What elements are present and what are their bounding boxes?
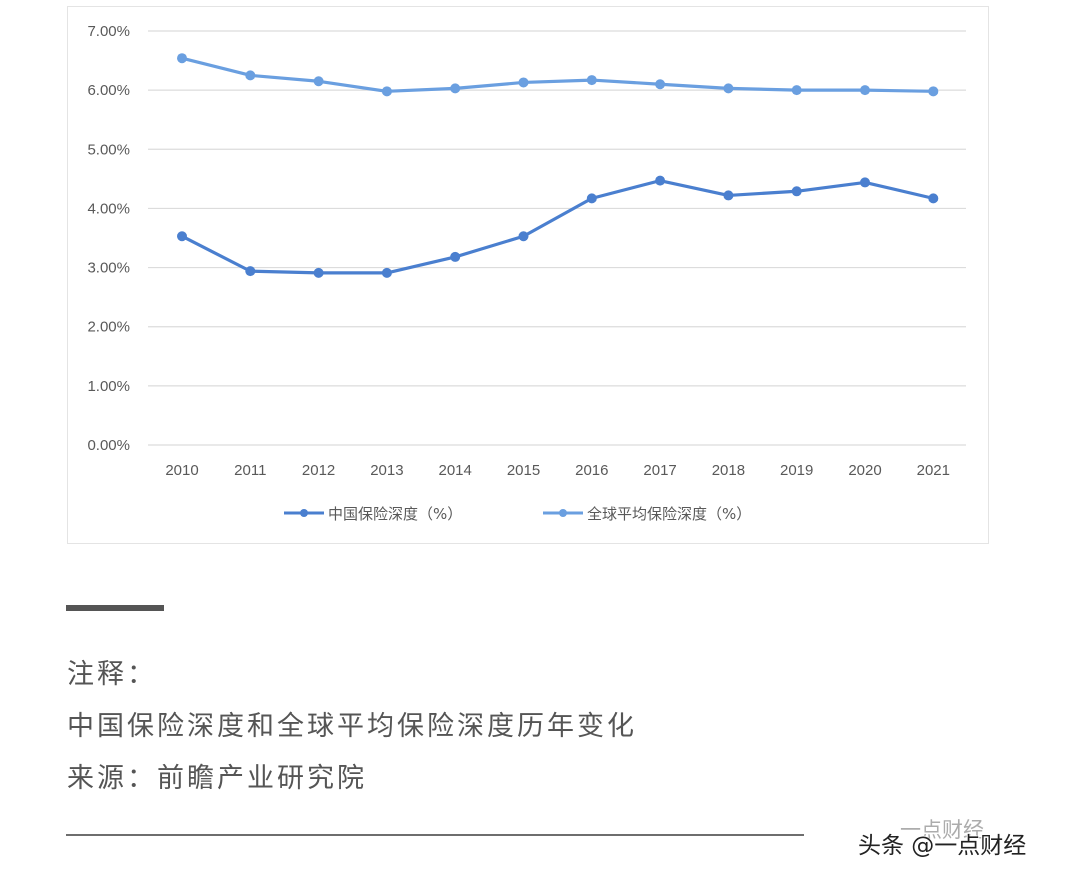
- data-point: [655, 79, 666, 90]
- data-point: [245, 266, 256, 277]
- x-tick-label: 2014: [439, 462, 472, 479]
- y-tick-label: 3.00%: [87, 260, 130, 277]
- data-point: [791, 85, 802, 96]
- source-text: 来源：前瞻产业研究院: [67, 763, 367, 794]
- data-point: [655, 175, 666, 186]
- x-tick-label: 2017: [643, 462, 676, 479]
- data-point: [860, 177, 870, 188]
- ghost-watermark: 一点财经: [900, 818, 984, 842]
- x-tick-label: 2018: [712, 462, 745, 479]
- data-point: [245, 70, 256, 81]
- x-tick-label: 2021: [917, 462, 950, 479]
- y-tick-label: 2.00%: [87, 319, 130, 336]
- chart-frame: 0.00% 1.00% 2.00% 3.00% 4.00% 5.00% 6.00% 7.00%…: [67, 6, 989, 544]
- x-tick-label: 2011: [234, 462, 266, 479]
- note-label: 注释：: [67, 659, 157, 690]
- x-tick-label: 2010: [165, 462, 198, 479]
- x-tick-label: 2019: [780, 462, 813, 479]
- data-point: [791, 186, 802, 197]
- x-tick-label: 2016: [575, 462, 608, 479]
- legend-label: 中国保险深度（%）: [328, 505, 462, 523]
- series-line: [181, 56, 934, 93]
- y-tick-label: 6.00%: [87, 82, 130, 99]
- y-tick-label: 5.00%: [87, 141, 130, 158]
- x-tick-label: 2012: [302, 462, 335, 479]
- data-point: [723, 190, 734, 201]
- data-point: [381, 267, 392, 278]
- data-point: [928, 193, 939, 204]
- series-line: [181, 179, 934, 275]
- data-point: [860, 85, 870, 96]
- section-divider: [66, 605, 164, 611]
- data-point: [313, 76, 324, 87]
- legend-marker-icon: [559, 509, 567, 517]
- data-point: [723, 83, 734, 94]
- data-point: [518, 77, 529, 88]
- line-chart: 0.00% 1.00% 2.00% 3.00% 4.00% 5.00% 6.00% 7.00%…: [87, 23, 966, 523]
- data-point: [586, 193, 597, 204]
- x-tick-label: 2015: [507, 462, 540, 479]
- y-tick-label: 0.00%: [87, 437, 130, 454]
- legend-label: 全球平均保险深度（%）: [587, 505, 751, 523]
- y-tick-label: 7.00%: [87, 23, 130, 40]
- y-tick-label: 4.00%: [87, 200, 130, 217]
- footer-divider: [66, 834, 804, 836]
- data-point: [381, 86, 392, 97]
- data-point: [450, 251, 461, 262]
- data-point: [450, 83, 461, 94]
- data-point: [177, 231, 187, 242]
- data-point: [313, 267, 324, 278]
- legend-marker-icon: [300, 509, 308, 517]
- data-point: [177, 53, 187, 64]
- chart-description: 中国保险深度和全球平均保险深度历年变化: [67, 711, 637, 742]
- x-tick-label: 2013: [370, 462, 403, 479]
- author-watermark: 头条 @一点财经: [858, 833, 1027, 859]
- data-point: [518, 231, 529, 242]
- data-point: [928, 86, 939, 97]
- data-point: [586, 75, 597, 86]
- x-tick-label: 2020: [848, 462, 881, 479]
- y-tick-label: 1.00%: [87, 378, 130, 395]
